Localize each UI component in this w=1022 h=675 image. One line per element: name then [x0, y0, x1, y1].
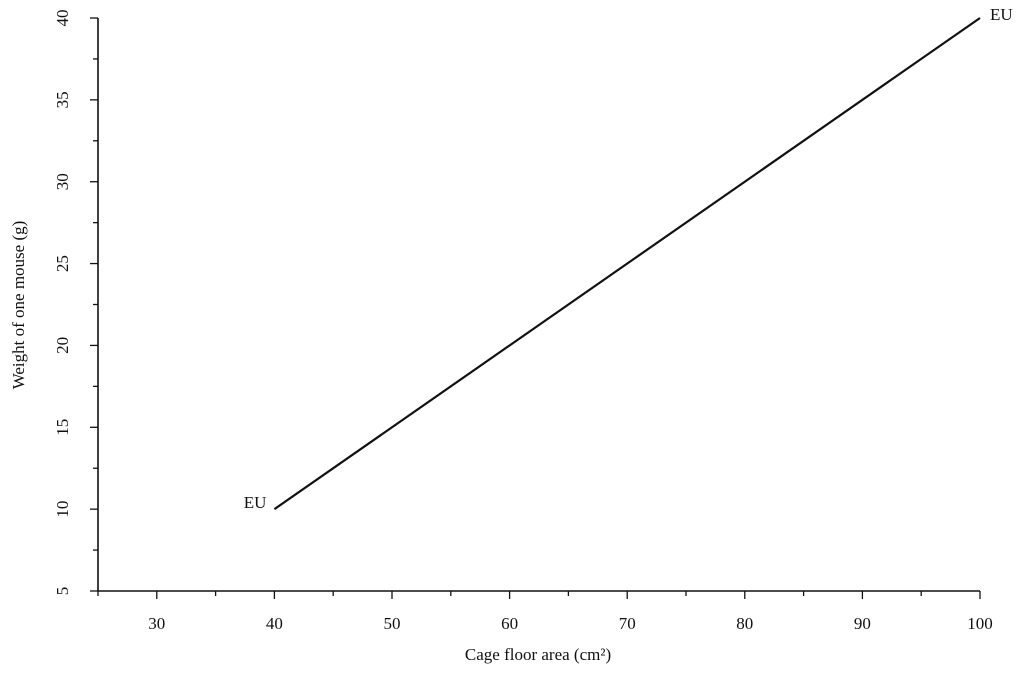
y-tick-label: 5: [53, 587, 72, 596]
x-axis-label: Cage floor area (cm²): [465, 645, 611, 664]
y-tick-label: 35: [53, 91, 72, 108]
x-tick-label: 100: [967, 614, 993, 633]
x-tick-label: 80: [736, 614, 753, 633]
x-tick-label: 70: [619, 614, 636, 633]
y-axis-label: Weight of one mouse (g): [9, 221, 28, 390]
annotation-layer: EU EU: [244, 5, 1013, 512]
series-layer: [273, 17, 981, 511]
x-tick-label: 50: [384, 614, 401, 633]
x-tick-label: 90: [854, 614, 871, 633]
y-tick-label: 25: [53, 255, 72, 272]
y-tick-label: 30: [53, 173, 72, 190]
y-tick-label: 20: [53, 337, 72, 354]
ticks-layer: 5 10 15 20 25 30 35 40 30 40 50 60 70 80 90 100: [53, 10, 993, 634]
y-tick-label: 10: [53, 501, 72, 518]
eu-annotation-label: EU: [244, 493, 267, 512]
axes-layer: [97, 18, 980, 592]
series-line: [273, 17, 981, 511]
x-tick-label: 30: [148, 614, 165, 633]
x-tick-label: 60: [501, 614, 518, 633]
y-tick-label: 40: [53, 10, 72, 27]
eu-annotation-label: EU: [990, 5, 1013, 24]
y-tick-label: 15: [53, 419, 72, 436]
x-tick-label: 40: [266, 614, 283, 633]
